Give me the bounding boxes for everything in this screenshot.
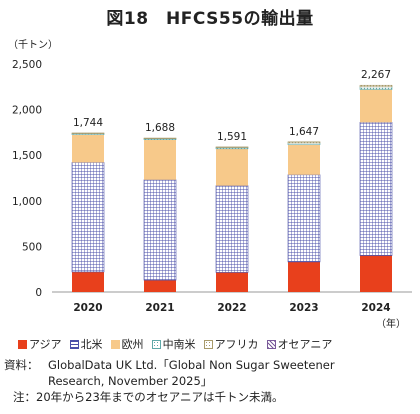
note-text: 20年から23年までのオセアニアは千トン未満。 (36, 390, 284, 404)
legend-label-north-america: 北米 (80, 338, 103, 351)
bar-segment-asia-2023 (288, 261, 320, 292)
bar-segment-north-america-2020 (71, 162, 105, 273)
note-row: 注： 20年から23年までのオセアニアは千トン未満。 (4, 389, 418, 405)
bar-segment-asia-2021 (144, 280, 176, 292)
legend-label-europe: 欧州 (121, 338, 144, 351)
total-label-2021: 1,688 (145, 122, 175, 134)
legend-swatch-asia (18, 339, 27, 349)
bar-segment-africa-2022 (215, 146, 249, 148)
bar-segment-asia-2022 (216, 272, 248, 292)
source-row: 資料： GlobalData UK Ltd.「Global Non Sugar … (4, 357, 418, 373)
legend-swatch-oceania (266, 339, 276, 349)
x-tick-label-2020: 2020 (73, 302, 102, 314)
legend-item-africa: アフリカ (203, 336, 259, 352)
bar-segment-europe-2022 (216, 148, 248, 186)
bar-segment-central-south-america-2024 (359, 86, 393, 90)
notes: 資料： GlobalData UK Ltd.「Global Non Sugar … (4, 357, 418, 405)
legend-item-asia: アジア (18, 336, 62, 352)
chart-title: 図18 HFCS55の輸出量 (106, 9, 314, 29)
x-tick-label-2022: 2022 (217, 302, 246, 314)
legend-item-oceania: オセアニア (266, 336, 333, 352)
total-label-2024: 2,267 (361, 69, 391, 81)
chart-canvas: 0 500 1,000 1,500 2,000 2,500 1,744 2020 1,688 2… (12, 59, 412, 314)
y-tick-label: 500 (22, 241, 42, 253)
legend-swatch-africa (203, 339, 213, 349)
bar-segment-north-america-2021 (143, 179, 177, 281)
x-tick-label-2021: 2021 (145, 302, 174, 314)
x-tick-label-2023: 2023 (289, 302, 318, 314)
total-label-2020: 1,744 (73, 117, 103, 129)
bar-segment-asia-2020 (72, 271, 104, 292)
bar-segment-europe-2021 (144, 139, 176, 180)
bar-segment-north-america-2023 (287, 174, 321, 263)
legend-label-central-south-america: 中南米 (162, 338, 196, 351)
legend-label-asia: アジア (29, 338, 62, 351)
legend-label-africa: アフリカ (214, 338, 259, 351)
bar-segment-europe-2020 (72, 134, 104, 163)
legend: アジア 北米 欧州 中南米 アフリカ オセアニア (18, 336, 418, 352)
legend-item-europe: 欧州 (110, 336, 144, 352)
legend-swatch-europe (110, 339, 120, 349)
x-tick-label-2024: 2024 (361, 302, 390, 314)
bar-segment-europe-2024 (360, 89, 392, 123)
total-label-2022: 1,591 (217, 131, 247, 143)
bar-segment-asia-2024 (360, 255, 392, 292)
legend-item-central-south-america: 中南米 (151, 336, 196, 352)
legend-swatch-north-america (69, 339, 79, 349)
x-axis-unit: （年） (376, 319, 406, 330)
bar-segment-north-america-2024 (359, 122, 393, 256)
y-tick-label: 1,000 (12, 196, 42, 208)
source-line2: Research, November 2025」 (48, 374, 213, 388)
source-label: 資料： (4, 358, 39, 372)
bar-segment-africa-2020 (71, 132, 105, 134)
bar-segment-north-america-2022 (215, 185, 249, 273)
y-tick-label: 1,500 (12, 150, 42, 162)
bar-segment-europe-2023 (288, 144, 320, 175)
note-label: 注： (13, 390, 36, 404)
legend-label-oceania: オセアニア (277, 338, 333, 351)
total-label-2023: 1,647 (289, 126, 319, 138)
legend-item-north-america: 北米 (69, 336, 103, 352)
bar-segment-africa-2021 (143, 137, 177, 139)
y-tick-label: 2,500 (12, 59, 42, 71)
y-axis-unit: （千トン） (8, 40, 58, 51)
bar-segment-africa-2023 (287, 141, 321, 144)
source-line1: GlobalData UK Ltd.「Global Non Sugar Swee… (48, 358, 335, 372)
bar-segment-africa-2024 (359, 84, 393, 88)
legend-swatch-central-south-america (151, 339, 161, 349)
y-tick-label: 2,000 (12, 105, 42, 117)
y-tick-label: 0 (35, 287, 42, 299)
